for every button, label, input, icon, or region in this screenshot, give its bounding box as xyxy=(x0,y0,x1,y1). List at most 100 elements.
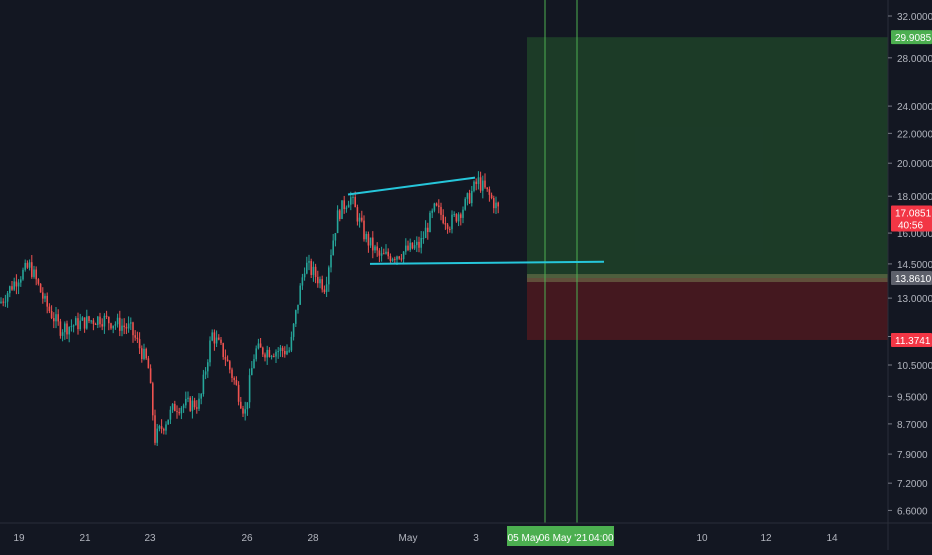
x-tick-label: 19 xyxy=(13,533,25,544)
candle-body xyxy=(66,323,68,335)
candle-body xyxy=(336,210,339,234)
y-tick-label: 7.9000 xyxy=(897,450,928,461)
candle-body xyxy=(81,317,84,321)
candle-body xyxy=(28,262,31,268)
candle-body xyxy=(64,323,66,333)
candle-body xyxy=(440,206,442,215)
candle-body xyxy=(330,254,332,268)
candle-body xyxy=(372,237,374,251)
candle-body xyxy=(108,316,110,324)
candle-body xyxy=(314,266,317,277)
candle-body xyxy=(484,180,486,188)
candle-body xyxy=(207,362,209,372)
candle-body xyxy=(475,181,477,184)
candle-body xyxy=(246,402,249,410)
candle-body xyxy=(253,359,255,369)
trendline[interactable] xyxy=(369,260,605,265)
candle-body xyxy=(59,321,62,336)
price-tag xyxy=(891,205,932,232)
candle-body xyxy=(493,198,495,209)
price-tag-label: 11.3741 xyxy=(895,336,931,347)
candle-body xyxy=(37,279,40,284)
candle-body xyxy=(163,428,165,431)
candle-body xyxy=(72,325,75,327)
price-tag xyxy=(891,332,932,347)
candle-body xyxy=(380,253,383,256)
candle-body xyxy=(222,343,224,358)
candle-body xyxy=(92,320,95,324)
candle-body xyxy=(68,326,70,335)
candle-body xyxy=(396,256,398,260)
candle-body xyxy=(46,295,48,307)
candle-body xyxy=(6,293,9,302)
candle-body xyxy=(405,245,407,252)
x-tick-label: 12 xyxy=(760,533,772,544)
candle-body xyxy=(121,325,123,331)
candle-body xyxy=(200,394,202,399)
candle-body xyxy=(44,295,46,299)
candle-body xyxy=(127,323,130,329)
candle-body xyxy=(389,256,392,261)
candle-body xyxy=(211,332,213,341)
candle-body xyxy=(22,269,24,280)
candle-body xyxy=(301,277,304,286)
candle-body xyxy=(411,242,414,249)
candle-body xyxy=(266,349,268,358)
candle-body xyxy=(486,187,488,190)
candle-body xyxy=(101,324,103,327)
candle-body xyxy=(198,398,200,409)
candle-body xyxy=(394,258,396,260)
y-tick-label: 32.0000 xyxy=(897,12,932,23)
candle-body xyxy=(235,380,238,385)
candle-body xyxy=(20,279,22,283)
candle-body xyxy=(321,279,323,290)
candle-body xyxy=(176,411,178,413)
candle-body xyxy=(356,207,359,222)
candle-body xyxy=(473,181,475,191)
candle-body xyxy=(444,223,447,225)
candle-body xyxy=(42,292,44,299)
candle-body xyxy=(143,348,145,360)
price-tag-countdown: 40:56 xyxy=(898,221,923,232)
y-tick-label: 24.0000 xyxy=(897,102,932,113)
candle-body xyxy=(189,397,191,411)
candle-body xyxy=(182,405,185,408)
candle-body xyxy=(323,289,326,293)
trendline[interactable] xyxy=(347,176,476,196)
candle-body xyxy=(255,348,257,360)
candle-body xyxy=(11,286,13,290)
x-tick-label: 23 xyxy=(144,533,156,544)
candle-body xyxy=(231,369,233,379)
candle-body xyxy=(94,323,97,325)
y-tick-label: 13.0000 xyxy=(897,294,932,305)
candle-body xyxy=(187,397,189,399)
candle-body xyxy=(418,241,420,248)
candle-body xyxy=(358,217,361,222)
candle-body xyxy=(165,424,167,431)
candle-body xyxy=(286,351,288,355)
candle-body xyxy=(462,209,464,218)
candle-body xyxy=(376,246,378,251)
candle-body xyxy=(105,315,108,317)
candle-body xyxy=(343,200,345,210)
candle-body xyxy=(156,428,158,443)
candle-body xyxy=(147,358,150,369)
candle-body xyxy=(160,426,163,429)
time-range-label: 04:00 xyxy=(588,533,613,544)
y-tick-label: 22.0000 xyxy=(897,129,932,140)
x-tick-label: 3 xyxy=(473,533,479,544)
candle-body xyxy=(138,339,141,349)
candle-body xyxy=(332,240,334,255)
candle-body xyxy=(295,310,297,324)
candle-body xyxy=(268,349,271,357)
candle-body xyxy=(193,400,196,408)
candle-body xyxy=(9,286,11,294)
candle-body xyxy=(53,318,55,322)
candle-body xyxy=(334,233,337,241)
candle-body xyxy=(455,214,458,222)
y-tick-label: 8.7000 xyxy=(897,420,928,431)
candle-body xyxy=(363,220,365,240)
candle-body xyxy=(488,189,491,195)
